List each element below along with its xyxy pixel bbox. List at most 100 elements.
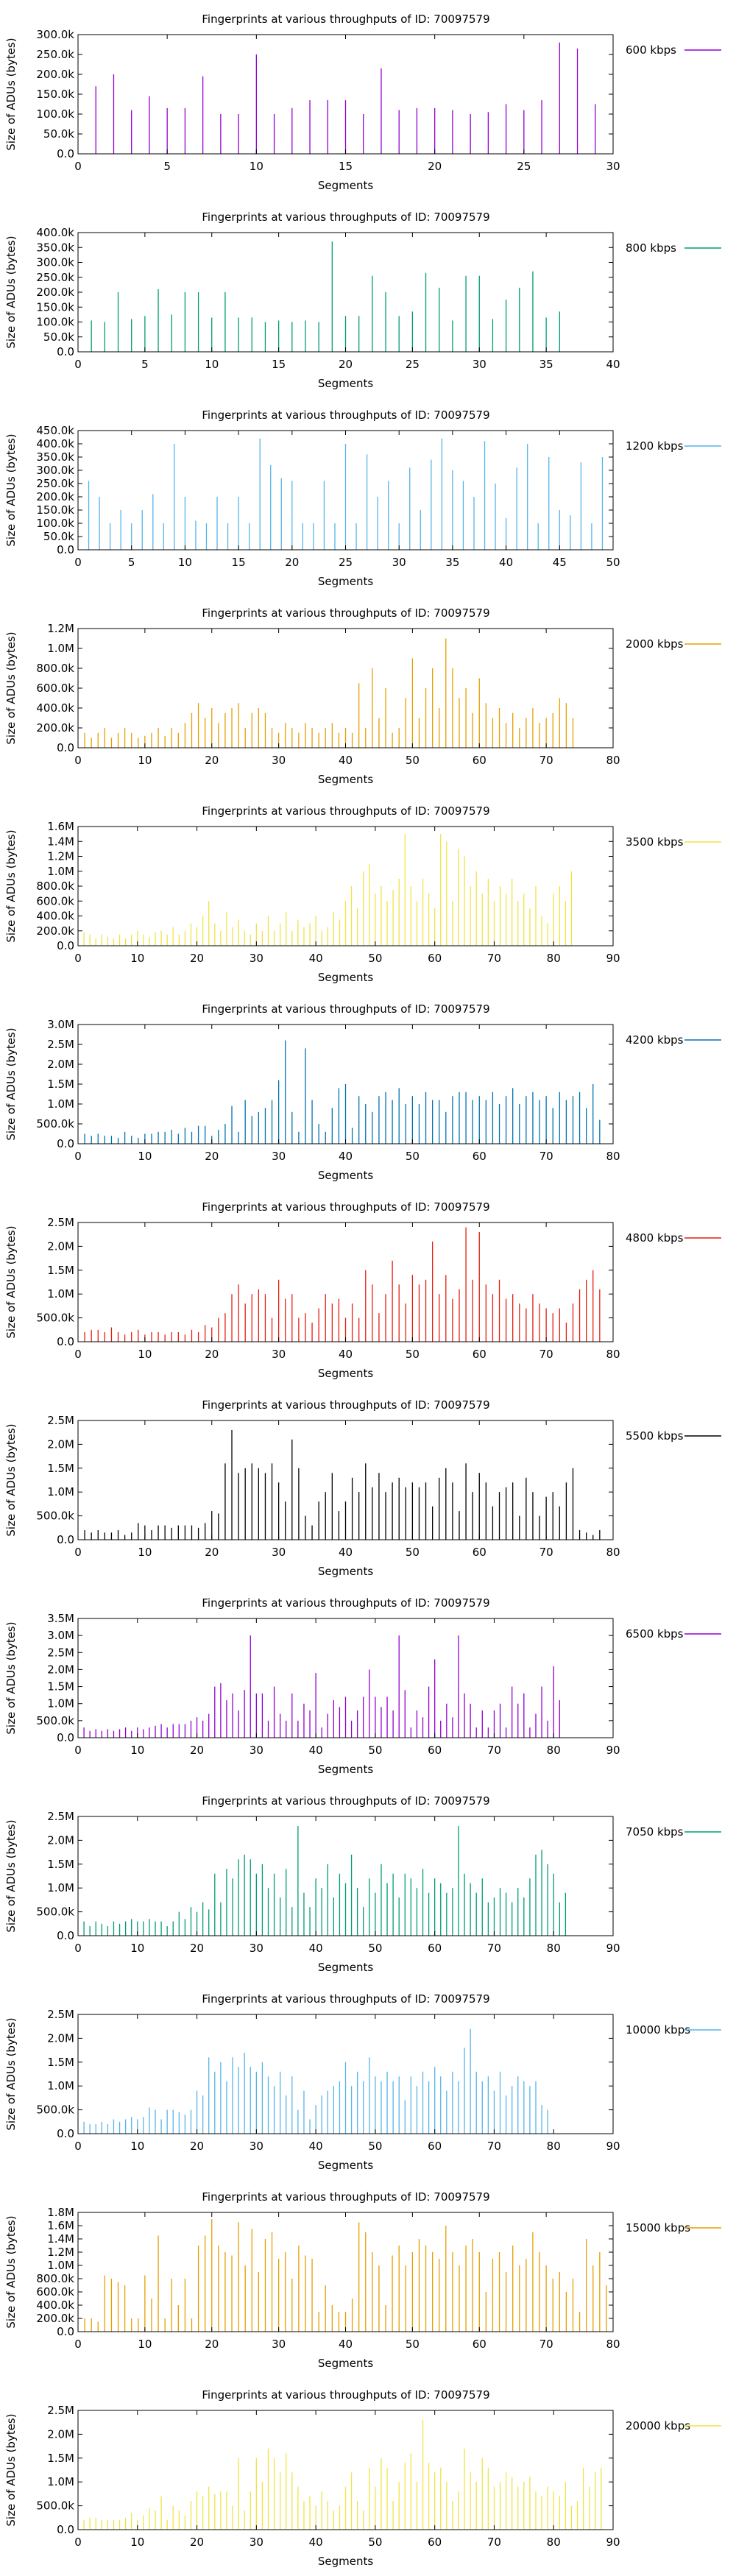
x-tick-label: 60 (428, 2536, 442, 2549)
x-tick-label: 5 (141, 358, 149, 371)
plot-frame (77, 2410, 614, 2530)
y-tick-label: 1.0M (47, 1097, 74, 1111)
x-tick-label: 50 (406, 2338, 420, 2351)
x-tick-label: 60 (428, 2140, 442, 2153)
y-tick-label: 1.0M (47, 1485, 74, 1498)
y-tick-label: 450.0k (36, 424, 74, 437)
x-tick-label: 40 (339, 754, 353, 767)
y-axis-label: Size of ADUs (bytes) (4, 1621, 18, 1734)
y-tick-label: 1.5M (47, 1078, 74, 1091)
x-tick-label: 40 (309, 2140, 323, 2153)
y-tick-label: 1.5M (47, 2056, 74, 2069)
y-tick-label: 500.0k (36, 2499, 74, 2513)
x-tick-label: 50 (368, 1744, 382, 1757)
x-tick-label: 70 (487, 952, 501, 965)
x-tick-label: 50 (406, 754, 420, 767)
y-tick-label: 1.4M (47, 2232, 74, 2246)
y-tick-label: 300.0k (36, 28, 74, 41)
x-tick-label: 0 (74, 2536, 82, 2549)
x-axis-label: Segments (318, 575, 374, 588)
y-tick-label: 200.0k (36, 68, 74, 81)
y-tick-label: 600.0k (36, 682, 74, 695)
y-tick-label: 1.4M (47, 835, 74, 848)
x-tick-label: 20 (205, 2338, 219, 2351)
y-tick-label: 400.0k (36, 2299, 74, 2312)
x-tick-label: 80 (547, 1942, 561, 1955)
y-tick-label: 2.5M (47, 2404, 74, 2417)
y-tick-label: 150.0k (36, 300, 74, 314)
chart-panel: Fingerprints at various throughputs of I… (0, 396, 736, 594)
x-tick-label: 30 (272, 754, 286, 767)
x-tick-label: 60 (428, 1942, 442, 1955)
y-tick-label: 2.0M (47, 1437, 74, 1451)
bar-series (83, 1635, 560, 1738)
x-tick-label: 10 (205, 358, 219, 371)
y-axis-label: Size of ADUs (bytes) (4, 2413, 18, 2526)
x-tick-label: 50 (368, 952, 382, 965)
legend-label: 800 kbps (626, 241, 676, 255)
chart-title: Fingerprints at various throughputs of I… (202, 210, 489, 224)
y-tick-label: 1.5M (47, 1858, 74, 1871)
y-tick-label: 0.0 (57, 1929, 74, 1942)
x-tick-label: 60 (473, 1150, 486, 1163)
y-tick-label: 400.0k (36, 437, 74, 450)
bar-series (88, 438, 604, 550)
y-tick-label: 1.0M (47, 2079, 74, 2092)
x-tick-label: 10 (250, 160, 263, 173)
y-axis-label: Size of ADUs (bytes) (4, 38, 18, 150)
chart-panel: Fingerprints at various throughputs of I… (0, 1584, 736, 1782)
y-axis-label: Size of ADUs (bytes) (4, 1423, 18, 1536)
chart-panel: Fingerprints at various throughputs of I… (0, 1188, 736, 1386)
x-tick-label: 30 (250, 2536, 263, 2549)
x-tick-label: 20 (190, 2140, 204, 2153)
bar-series (84, 638, 574, 748)
chart-title: Fingerprints at various throughputs of I… (202, 1200, 489, 1214)
x-tick-label: 70 (487, 1942, 501, 1955)
y-tick-label: 0.0 (57, 2127, 74, 2140)
y-axis-label: Size of ADUs (bytes) (4, 2215, 18, 2328)
y-tick-label: 1.5M (47, 1680, 74, 1694)
y-axis-label: Size of ADUs (bytes) (4, 434, 18, 546)
y-tick-label: 0.0 (57, 1731, 74, 1744)
x-tick-label: 20 (190, 1942, 204, 1955)
x-tick-label: 15 (272, 358, 286, 371)
x-tick-label: 50 (406, 1546, 420, 1559)
y-tick-label: 350.0k (36, 450, 74, 464)
x-tick-label: 20 (428, 160, 442, 173)
y-tick-label: 200.0k (36, 721, 74, 735)
chart-svg: Fingerprints at various throughputs of I… (4, 210, 721, 390)
x-tick-label: 10 (178, 556, 192, 569)
x-tick-label: 40 (339, 1348, 353, 1361)
legend-label: 5500 kbps (626, 1429, 684, 1443)
x-axis-label: Segments (318, 971, 374, 984)
x-tick-label: 60 (428, 952, 442, 965)
chart-svg: Fingerprints at various throughputs of I… (4, 1992, 721, 2172)
y-tick-label: 3.0M (47, 1018, 74, 1031)
x-axis-label: Segments (318, 1565, 374, 1578)
x-tick-label: 70 (539, 1348, 553, 1361)
x-tick-label: 35 (539, 358, 553, 371)
x-axis-label: Segments (318, 773, 374, 786)
y-tick-label: 0.0 (57, 1137, 74, 1150)
chart-svg: Fingerprints at various throughputs of I… (4, 1200, 721, 1380)
y-tick-label: 1.0M (47, 2475, 74, 2488)
x-axis-label: Segments (318, 2159, 374, 2172)
x-tick-label: 90 (606, 1744, 620, 1757)
x-tick-label: 90 (606, 952, 620, 965)
y-tick-label: 800.0k (36, 880, 74, 893)
bar-series (83, 834, 573, 946)
x-tick-label: 25 (406, 358, 420, 371)
y-tick-label: 2.0M (47, 1833, 74, 1847)
x-tick-label: 80 (547, 952, 561, 965)
x-tick-label: 30 (250, 952, 263, 965)
chart-title: Fingerprints at various throughputs of I… (202, 1794, 489, 1808)
x-tick-label: 50 (406, 1150, 420, 1163)
legend-label: 20000 kbps (626, 2419, 690, 2432)
chart-svg: Fingerprints at various throughputs of I… (4, 2190, 721, 2370)
x-tick-label: 60 (473, 2338, 486, 2351)
x-tick-label: 40 (309, 1744, 323, 1757)
legend-label: 6500 kbps (626, 1627, 684, 1641)
y-tick-label: 0.0 (57, 2325, 74, 2338)
x-tick-label: 30 (606, 160, 620, 173)
bar-series (91, 241, 560, 352)
